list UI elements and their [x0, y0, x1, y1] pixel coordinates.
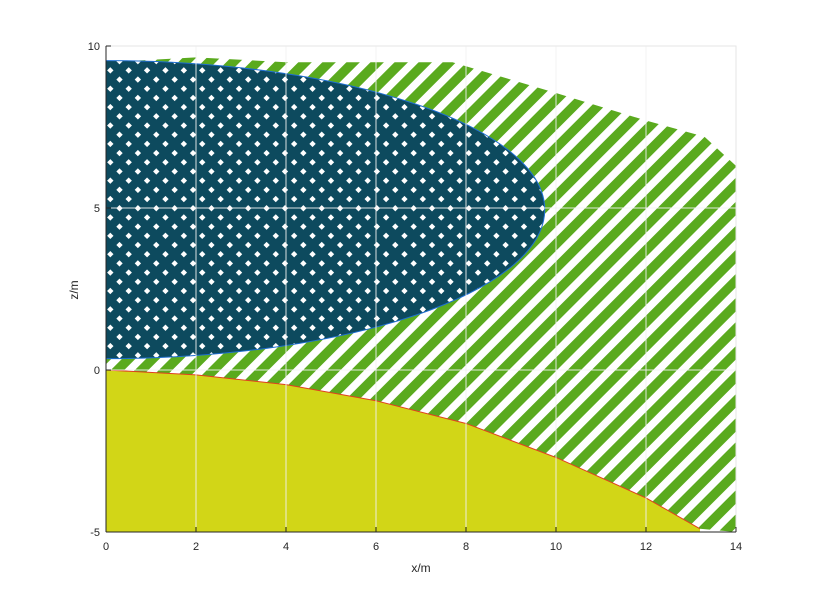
y-tick-label: -5 [90, 527, 100, 539]
elliptical-region-area [106, 60, 546, 360]
y-tick-label: 10 [88, 41, 100, 53]
x-tick-label: 4 [283, 541, 289, 553]
regions [106, 57, 736, 532]
y-tick-label: 0 [94, 365, 100, 377]
grid [106, 46, 736, 532]
x-tick-label: 10 [550, 541, 562, 553]
lower-region-area [106, 370, 700, 532]
x-tick-label: 0 [103, 541, 109, 553]
x-tick-label: 8 [463, 541, 469, 553]
axes [105, 45, 737, 533]
y-tick-label: 5 [94, 203, 100, 215]
x-axis-label: x/m [411, 561, 430, 575]
x-tick-label: 6 [373, 541, 379, 553]
x-tick-label: 12 [640, 541, 652, 553]
y-axis-label: z/m [67, 280, 81, 299]
lower-region-edge [106, 369, 701, 530]
x-tick-label: 2 [193, 541, 199, 553]
x-tick-label: 14 [730, 541, 742, 553]
